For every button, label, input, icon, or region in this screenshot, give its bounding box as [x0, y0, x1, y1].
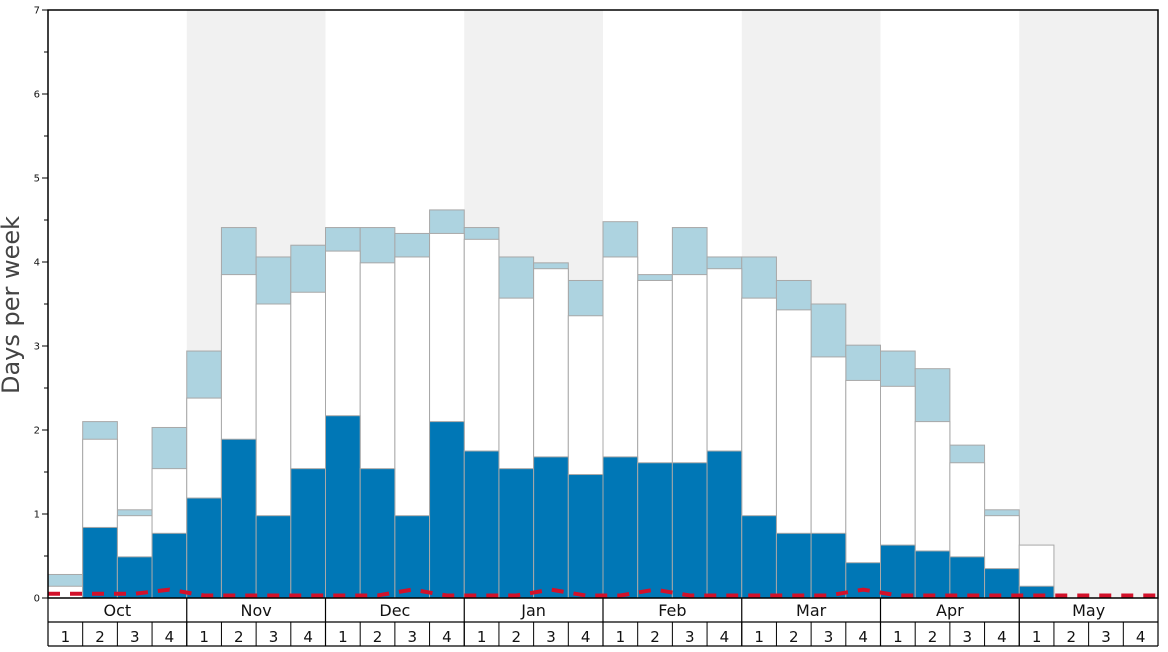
month-label-oct: Oct: [104, 601, 132, 620]
week-label: 3: [269, 628, 279, 646]
bar-series1-25: [914, 550, 951, 599]
month-label-apr: Apr: [936, 601, 964, 620]
week-label: 2: [650, 628, 660, 646]
week-label: 2: [95, 628, 105, 646]
week-label: 2: [789, 628, 799, 646]
month-label-nov: Nov: [241, 601, 272, 620]
week-label: 2: [1067, 628, 1077, 646]
y-tick-label: 2: [34, 426, 40, 437]
week-label: 1: [477, 628, 487, 646]
week-label: 1: [338, 628, 348, 646]
week-label: 2: [512, 628, 522, 646]
week-label: 1: [893, 628, 903, 646]
week-label: 4: [1136, 628, 1146, 646]
week-label: 1: [199, 628, 209, 646]
month-label-may: May: [1072, 601, 1105, 620]
week-label: 4: [997, 628, 1007, 646]
y-tick-label: 4: [34, 258, 40, 269]
bar-series1-5: [220, 438, 257, 599]
month-label-jan: Jan: [520, 601, 546, 620]
week-label: 4: [442, 628, 452, 646]
week-label: 4: [720, 628, 730, 646]
week-label: 4: [303, 628, 313, 646]
week-label: 2: [928, 628, 938, 646]
y-tick-label: 7: [34, 6, 40, 17]
bar-series1-12: [463, 450, 500, 599]
bar-series1-1: [82, 526, 118, 599]
bar-series1-14: [533, 456, 569, 599]
bar-series1-22: [810, 532, 847, 599]
bar-series1-7: [290, 468, 326, 599]
week-label: 3: [962, 628, 972, 646]
bar-series1-17: [637, 462, 673, 599]
month-band-may: [1019, 10, 1158, 598]
week-label: 2: [234, 628, 244, 646]
bar-series1-21: [775, 532, 812, 599]
y-axis-label: Days per week: [0, 216, 25, 394]
month-label-mar: Mar: [796, 601, 827, 620]
y-axis: 0 1 2 3 4 5 6 7: [34, 6, 48, 605]
week-label: 3: [130, 628, 140, 646]
bar-series1-11: [429, 421, 465, 599]
x-axis: Oct Nov Dec Jan Feb Mar Apr May 1 2 3 4 1 2 3 4 1 2 3 4 1 2 3 4…: [47, 598, 1159, 646]
bar-series1-15: [567, 474, 604, 599]
bar-series1-20: [741, 515, 777, 599]
week-label: 1: [1032, 628, 1042, 646]
bar-series1-13: [498, 468, 535, 599]
bar-series1-27: [984, 568, 1020, 599]
bar-series1-4: [186, 497, 222, 599]
reference-line: [48, 587, 1158, 598]
bar-series1-23: [845, 562, 881, 599]
week-label: 3: [824, 628, 834, 646]
month-label-dec: Dec: [379, 601, 410, 620]
bar-series1-10: [394, 515, 431, 599]
week-label: 3: [1101, 628, 1111, 646]
bar-series1-18: [671, 462, 708, 599]
bar-series1-9: [359, 468, 396, 599]
week-label: 4: [165, 628, 175, 646]
y-tick-label: 1: [34, 510, 40, 521]
week-label: 4: [581, 628, 591, 646]
bar-series1-26: [949, 556, 986, 599]
week-label: 3: [407, 628, 417, 646]
y-tick-label: 6: [34, 90, 40, 101]
week-label: 3: [546, 628, 556, 646]
bar-series1-6: [255, 515, 292, 599]
week-label: 4: [858, 628, 868, 646]
bar-series1-19: [706, 450, 743, 599]
reference-line-group: [48, 587, 1158, 598]
y-tick-label: 3: [34, 342, 40, 353]
y-tick-label: 0: [34, 594, 40, 605]
week-label: 2: [373, 628, 383, 646]
week-label: 1: [754, 628, 764, 646]
bar-series1-24: [880, 544, 916, 599]
week-label: 1: [61, 628, 71, 646]
week-label: 1: [616, 628, 626, 646]
month-label-feb: Feb: [658, 601, 686, 620]
bar-series1-16: [602, 456, 639, 599]
week-label: 3: [685, 628, 695, 646]
bar-series1-8: [325, 415, 361, 599]
y-tick-label: 5: [34, 174, 40, 185]
